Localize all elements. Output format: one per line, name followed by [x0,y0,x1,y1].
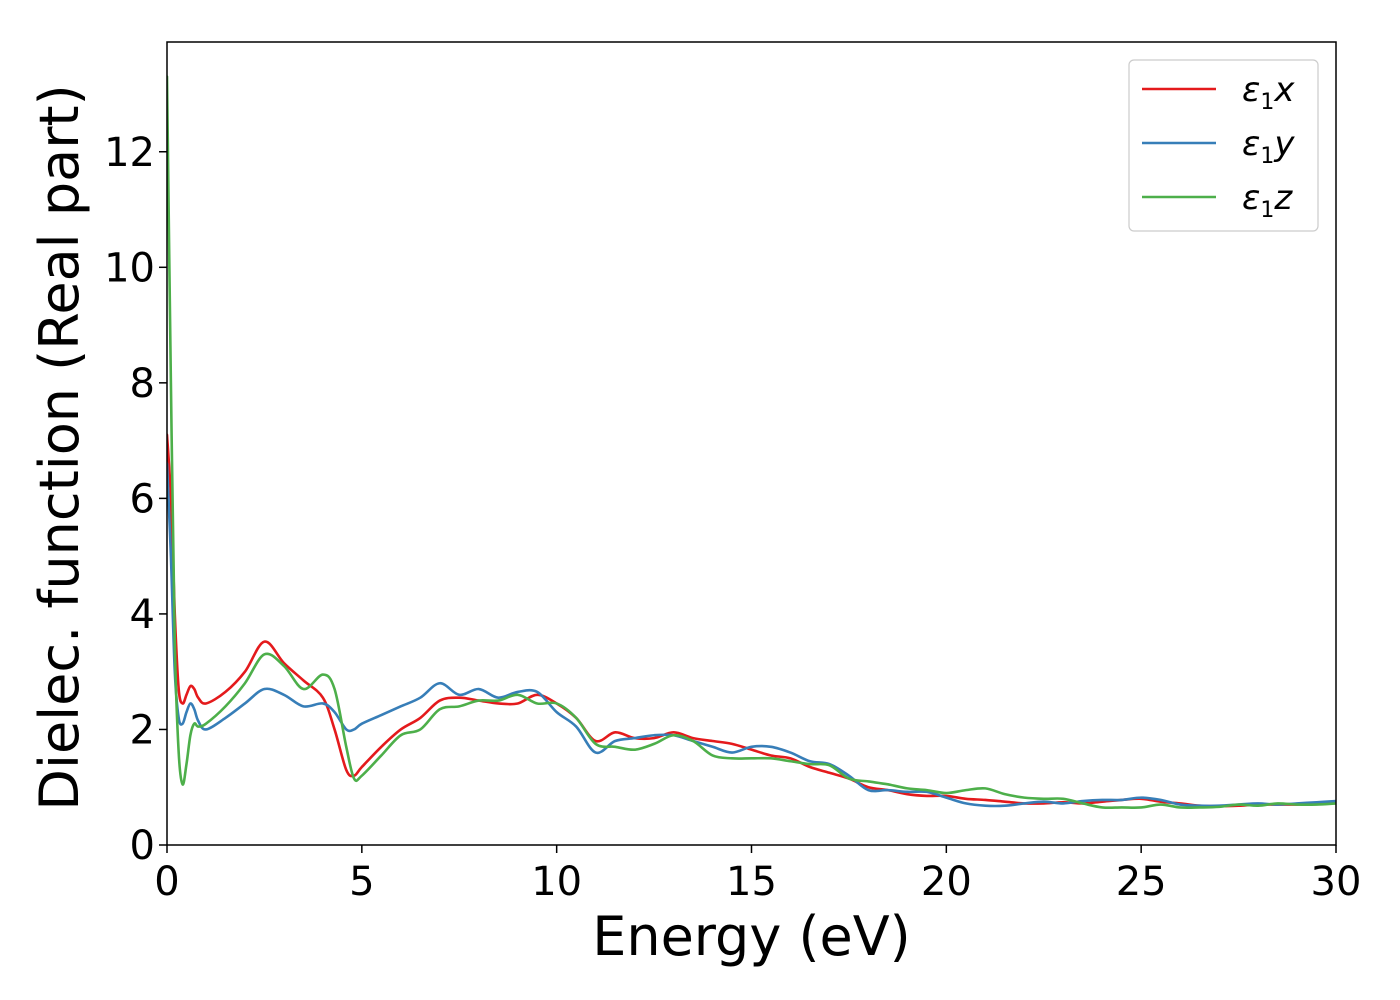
y-tick-label: 8 [130,361,155,407]
y-axis-label: Dielec. function (Real part) [28,84,91,810]
x-axis-label: Energy (eV) [592,905,911,968]
x-tick-label: 15 [726,859,777,905]
x-tick-label: 5 [349,859,374,905]
legend: ε1x ε1y ε1z [1128,59,1319,232]
series-layer [167,75,1336,810]
y-tick-label: 4 [130,592,155,638]
y-tick-label: 10 [104,245,155,291]
series-line-y [167,462,1336,808]
series-line-z [167,75,1336,810]
x-tick-label: 25 [1116,859,1167,905]
legend-entry-label: ε1z [1242,178,1293,223]
legend-entry-label: ε1x [1242,70,1295,115]
x-tick-label: 30 [1311,859,1362,905]
x-tick-label: 10 [531,859,582,905]
y-tick-label: 6 [130,476,155,522]
y-axis-ticks: 0 2 4 6 8 10 12 [104,130,167,869]
legend-entry-label: ε1y [1242,124,1295,169]
x-tick-label: 20 [921,859,972,905]
y-tick-label: 0 [130,823,155,869]
y-tick-label: 12 [104,130,155,176]
y-tick-label: 2 [130,707,155,753]
x-axis-ticks: 0 5 10 15 20 25 30 [154,845,1361,905]
legend-box [1128,59,1319,232]
x-tick-label: 0 [154,859,179,905]
